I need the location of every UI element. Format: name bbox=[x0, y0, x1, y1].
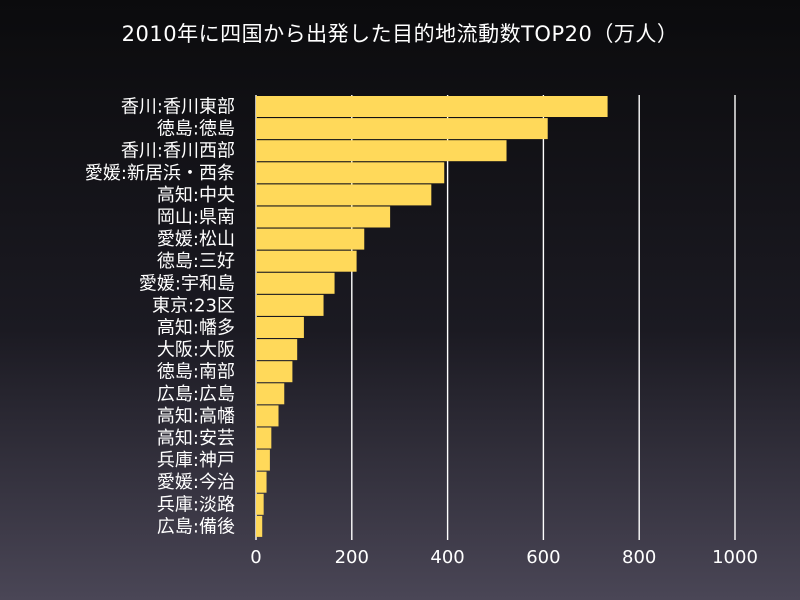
category-label-12: 徳島:南部 bbox=[157, 362, 235, 383]
category-label-0: 香川:香川東部 bbox=[121, 97, 235, 118]
category-label-5: 岡山:県南 bbox=[157, 207, 235, 228]
category-label-10: 高知:幡多 bbox=[157, 318, 235, 339]
bar-0 bbox=[256, 96, 608, 117]
category-labels: 香川:香川東部徳島:徳島香川:香川西部愛媛:新居浜・西条高知:中央岡山:県南愛媛… bbox=[85, 97, 235, 538]
bar-11 bbox=[256, 339, 298, 361]
grid-layer bbox=[255, 95, 736, 540]
bar-5 bbox=[256, 206, 391, 228]
bar-9 bbox=[256, 294, 324, 316]
x-tick-label-200: 200 bbox=[335, 547, 369, 568]
category-label-15: 高知:安芸 bbox=[157, 428, 235, 449]
bars-layer bbox=[256, 96, 608, 537]
x-tick-label-600: 600 bbox=[526, 547, 560, 568]
category-label-3: 愛媛:新居浜・西条 bbox=[85, 163, 235, 184]
category-label-11: 大阪:大阪 bbox=[157, 340, 235, 361]
bar-12 bbox=[256, 361, 293, 383]
bar-19 bbox=[256, 515, 263, 537]
bar-14 bbox=[256, 405, 279, 427]
category-label-9: 東京:23区 bbox=[152, 295, 235, 316]
bar-1 bbox=[256, 118, 548, 140]
category-label-13: 広島:広島 bbox=[157, 384, 235, 405]
category-label-1: 徳島:徳島 bbox=[157, 119, 235, 140]
category-label-4: 高知:中央 bbox=[157, 185, 235, 206]
bar-16 bbox=[256, 449, 270, 471]
x-tick-labels: 0 200 400 600 800 1000 bbox=[250, 547, 758, 568]
x-tick-label-800: 800 bbox=[622, 547, 656, 568]
x-tick-label-400: 400 bbox=[430, 547, 464, 568]
chart-title: 2010年に四国から出発した目的地流動数TOP20（万人） bbox=[121, 22, 679, 46]
bar-4 bbox=[256, 184, 432, 206]
bar-2 bbox=[256, 140, 507, 162]
category-label-19: 広島:備後 bbox=[157, 516, 235, 537]
category-label-6: 愛媛:松山 bbox=[157, 229, 235, 250]
category-label-17: 愛媛:今治 bbox=[157, 472, 235, 493]
category-label-16: 兵庫:神戸 bbox=[157, 450, 235, 471]
category-label-18: 兵庫:淡路 bbox=[157, 494, 235, 515]
bar-15 bbox=[256, 427, 272, 449]
x-tick-label-0: 0 bbox=[250, 547, 261, 568]
bar-10 bbox=[256, 317, 304, 338]
bar-17 bbox=[256, 471, 267, 493]
x-tick-label-1000: 1000 bbox=[712, 547, 758, 568]
bar-8 bbox=[256, 272, 335, 294]
category-label-14: 高知:高幡 bbox=[157, 406, 235, 427]
bar-7 bbox=[256, 250, 357, 272]
category-label-7: 徳島:三好 bbox=[157, 251, 235, 272]
bar-18 bbox=[256, 493, 264, 515]
bar-6 bbox=[256, 228, 365, 250]
bar-3 bbox=[256, 162, 445, 184]
bar-13 bbox=[256, 383, 285, 405]
category-label-8: 愛媛:宇和島 bbox=[139, 273, 235, 294]
category-label-2: 香川:香川西部 bbox=[121, 141, 235, 162]
